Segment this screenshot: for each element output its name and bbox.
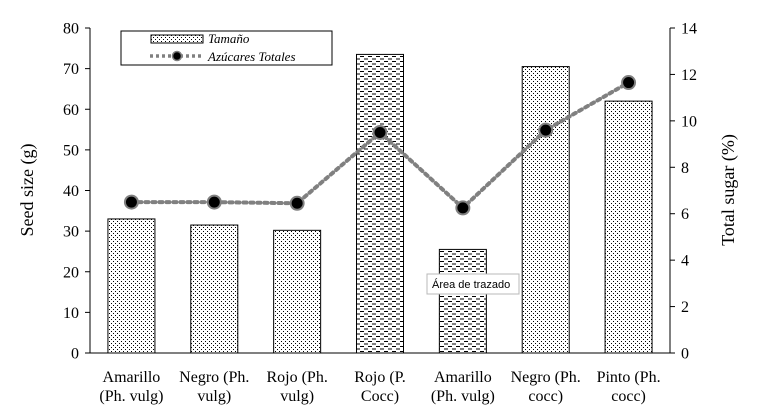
y-axis-title-left: Seed size (g) (17, 144, 38, 237)
left-tick-label: 0 (71, 346, 79, 363)
left-tick-label: 10 (63, 305, 79, 322)
left-tick-label: 80 (63, 21, 79, 38)
category-label: Pinto (Ph. cocc) (597, 369, 661, 405)
sugar-point (289, 195, 305, 211)
right-tick-label: 8 (681, 160, 689, 177)
sugar-point (455, 200, 471, 216)
left-tick-label: 20 (63, 264, 79, 281)
sugar-point (206, 194, 222, 210)
category-label: Rojo (Ph. vulg) (266, 369, 327, 405)
category-label: Amarillo (Ph. vulg) (431, 369, 495, 405)
right-tick-label: 14 (681, 21, 697, 38)
left-tick-label: 60 (63, 102, 79, 119)
right-tick-label: 0 (681, 346, 689, 363)
sugar-point (123, 194, 139, 210)
right-tick-label: 2 (681, 299, 689, 316)
left-tick-label: 50 (63, 142, 79, 159)
right-tick-label: 4 (681, 253, 689, 270)
bar (273, 229, 322, 354)
legend: Tamaño Azúcares Totales (120, 30, 333, 66)
bar (604, 100, 653, 354)
left-tick-label: 70 (63, 61, 79, 78)
legend-label-bar: Tamaño (208, 31, 250, 46)
right-axis-ticks: 0 2 4 6 8 10 12 14 (670, 21, 697, 363)
plot-area-tooltip: Área de trazado (426, 273, 520, 295)
legend-swatch-bar (150, 34, 204, 44)
category-label: Negro (Ph. vulg) (179, 369, 249, 405)
sugar-point (372, 124, 388, 140)
sugar-point (621, 75, 637, 91)
category-label: Negro (Ph. cocc) (511, 369, 581, 405)
bar (190, 224, 239, 354)
right-tick-label: 6 (681, 206, 689, 223)
bar (438, 248, 487, 354)
right-tick-label: 12 (681, 67, 697, 84)
category-labels: Amarillo (Ph. vulg) Negro (Ph. vulg) Rojo (P… (99, 369, 660, 405)
left-tick-label: 40 (63, 183, 79, 200)
legend-label-line: Azúcares Totales (207, 49, 296, 64)
category-label: Rojo (P. Cocc) (354, 369, 406, 405)
right-tick-label: 10 (681, 113, 697, 130)
legend-swatch-marker (171, 50, 183, 62)
sugar-point (538, 122, 554, 138)
bar-series (107, 53, 653, 354)
tooltip-text: Área de trazado (432, 278, 510, 291)
left-tick-label: 30 (63, 224, 79, 241)
left-axis-ticks: 0 10 20 30 40 50 60 70 80 (63, 21, 90, 363)
y-axis-title-right: Total sugar (%) (718, 134, 739, 246)
bar (107, 218, 156, 354)
category-label: Amarillo (Ph. vulg) (99, 369, 163, 405)
bar (521, 66, 570, 354)
bar (356, 53, 404, 354)
line-series (123, 75, 637, 216)
